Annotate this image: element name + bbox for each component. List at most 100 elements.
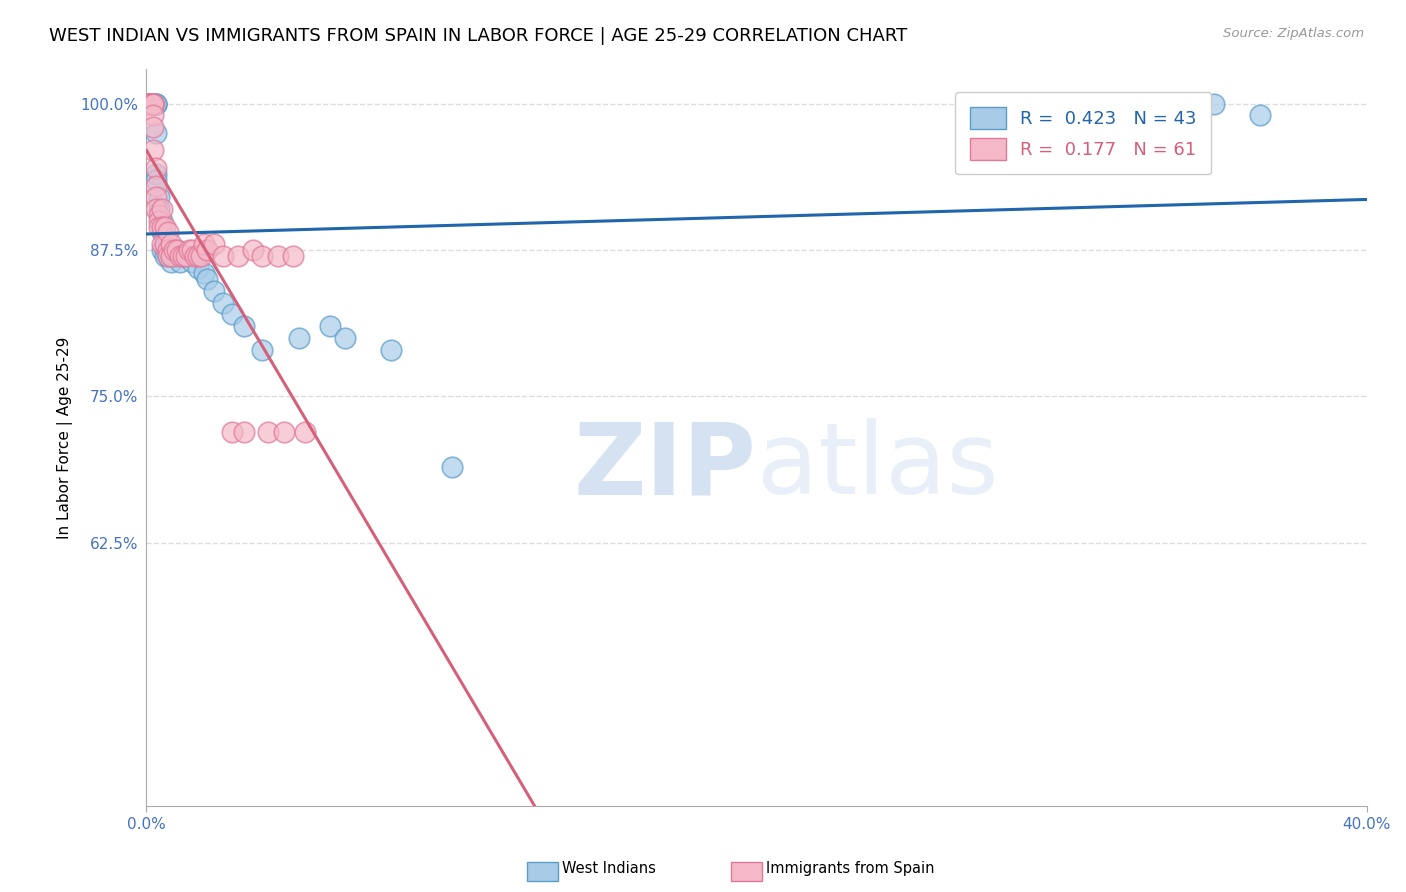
Point bbox=[142, 96, 165, 111]
Point bbox=[142, 96, 165, 111]
Point bbox=[197, 272, 219, 286]
Point bbox=[156, 226, 179, 240]
Point bbox=[150, 219, 173, 234]
Point bbox=[138, 96, 160, 111]
Point bbox=[184, 249, 207, 263]
Point bbox=[333, 331, 356, 345]
Point bbox=[153, 237, 176, 252]
Point bbox=[142, 96, 165, 111]
Point bbox=[221, 425, 243, 439]
Point bbox=[294, 425, 316, 439]
Point bbox=[252, 249, 274, 263]
Point bbox=[233, 319, 256, 334]
Point bbox=[145, 96, 167, 111]
Point bbox=[142, 96, 165, 111]
Point bbox=[150, 237, 173, 252]
Point bbox=[156, 243, 179, 257]
Point bbox=[163, 243, 186, 257]
Point bbox=[156, 249, 179, 263]
Point bbox=[145, 161, 167, 175]
Text: Source: ZipAtlas.com: Source: ZipAtlas.com bbox=[1223, 27, 1364, 40]
Point bbox=[440, 459, 463, 474]
Point bbox=[160, 254, 183, 268]
Point bbox=[148, 208, 170, 222]
Point bbox=[138, 96, 160, 111]
Point bbox=[148, 190, 170, 204]
Point bbox=[174, 249, 197, 263]
Point bbox=[138, 96, 160, 111]
Point bbox=[380, 343, 402, 357]
Point bbox=[179, 243, 201, 257]
Point bbox=[318, 319, 340, 334]
Point bbox=[145, 190, 167, 204]
Point bbox=[233, 425, 256, 439]
Point bbox=[211, 295, 233, 310]
Point bbox=[145, 96, 167, 111]
Point bbox=[142, 96, 165, 111]
Point bbox=[160, 249, 183, 263]
Text: atlas: atlas bbox=[756, 418, 998, 516]
Point bbox=[257, 425, 280, 439]
Point bbox=[273, 425, 295, 439]
Point bbox=[172, 249, 194, 263]
Point bbox=[166, 243, 188, 257]
Point bbox=[138, 96, 160, 111]
Point bbox=[150, 202, 173, 216]
Point bbox=[156, 243, 179, 257]
Point bbox=[202, 284, 225, 298]
Point bbox=[145, 96, 167, 111]
Point bbox=[169, 249, 191, 263]
Point bbox=[202, 237, 225, 252]
Point bbox=[142, 120, 165, 134]
Point bbox=[252, 343, 274, 357]
Point bbox=[242, 243, 264, 257]
Text: WEST INDIAN VS IMMIGRANTS FROM SPAIN IN LABOR FORCE | AGE 25-29 CORRELATION CHAR: WEST INDIAN VS IMMIGRANTS FROM SPAIN IN … bbox=[49, 27, 907, 45]
Point bbox=[138, 96, 160, 111]
Point bbox=[174, 249, 197, 263]
Point bbox=[138, 96, 160, 111]
Point bbox=[142, 96, 165, 111]
Point bbox=[145, 178, 167, 193]
Point bbox=[153, 243, 176, 257]
Point bbox=[1204, 96, 1226, 111]
Point bbox=[160, 249, 183, 263]
Point bbox=[187, 260, 209, 275]
Point bbox=[145, 167, 167, 181]
Point bbox=[150, 213, 173, 227]
Point bbox=[181, 254, 204, 268]
Text: West Indians: West Indians bbox=[562, 861, 657, 876]
Point bbox=[181, 243, 204, 257]
Point bbox=[142, 144, 165, 158]
Point bbox=[150, 243, 173, 257]
Point bbox=[193, 237, 215, 252]
Text: ZIP: ZIP bbox=[574, 418, 756, 516]
Point bbox=[226, 249, 249, 263]
Point bbox=[148, 219, 170, 234]
Point bbox=[190, 249, 212, 263]
Point bbox=[138, 96, 160, 111]
Point bbox=[150, 226, 173, 240]
Point bbox=[138, 96, 160, 111]
Point bbox=[288, 331, 311, 345]
Point bbox=[266, 249, 288, 263]
Point bbox=[281, 249, 304, 263]
Point bbox=[142, 96, 165, 111]
Point bbox=[211, 249, 233, 263]
Point bbox=[138, 96, 160, 111]
Point bbox=[187, 249, 209, 263]
Point bbox=[197, 243, 219, 257]
Point bbox=[145, 126, 167, 140]
Y-axis label: In Labor Force | Age 25-29: In Labor Force | Age 25-29 bbox=[58, 336, 73, 539]
Point bbox=[145, 202, 167, 216]
Point bbox=[138, 96, 160, 111]
Point bbox=[142, 96, 165, 111]
Point bbox=[142, 96, 165, 111]
Point bbox=[172, 249, 194, 263]
Point bbox=[153, 219, 176, 234]
Legend: R =  0.423   N = 43, R =  0.177   N = 61: R = 0.423 N = 43, R = 0.177 N = 61 bbox=[956, 92, 1212, 174]
Point bbox=[193, 267, 215, 281]
Point bbox=[138, 96, 160, 111]
Point bbox=[163, 249, 186, 263]
Point bbox=[160, 237, 183, 252]
Point bbox=[142, 96, 165, 111]
